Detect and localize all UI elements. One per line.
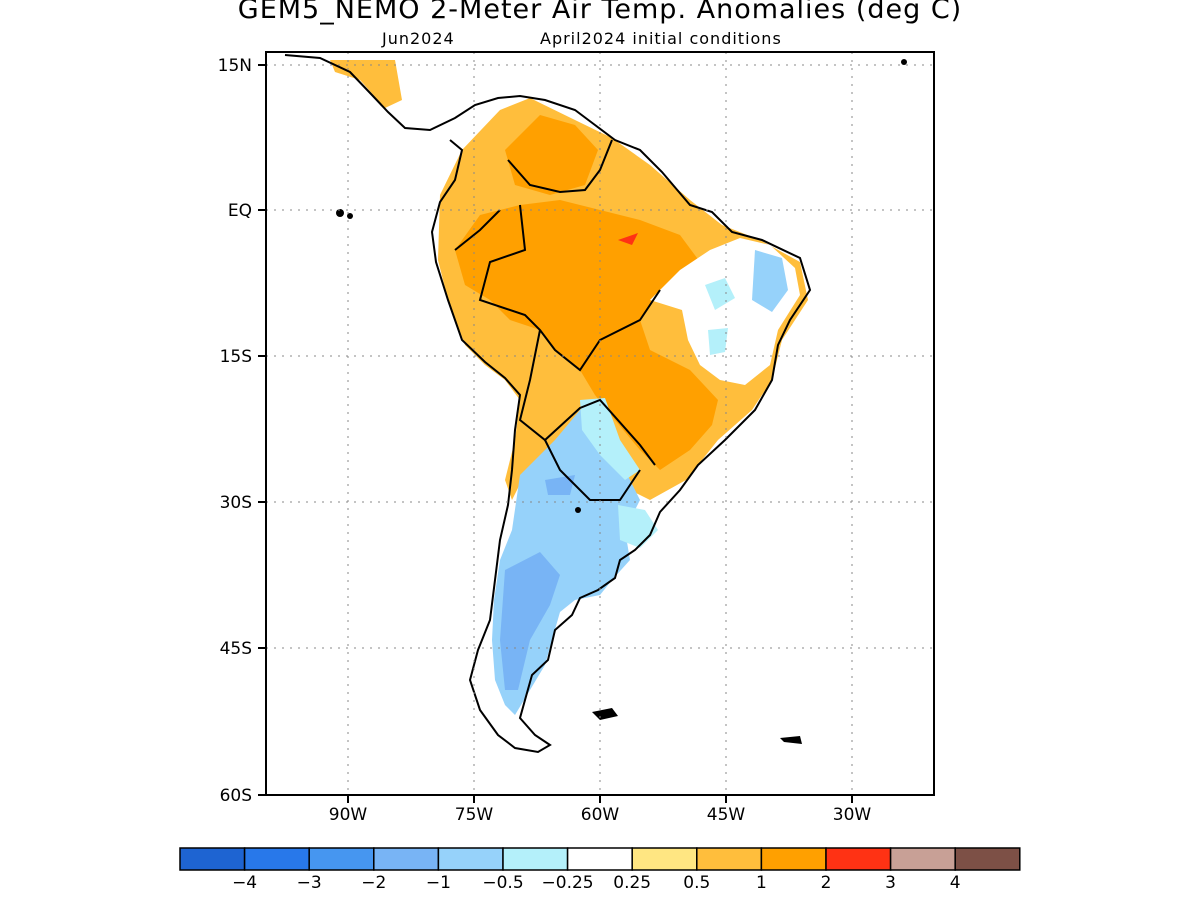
colorbar-label: 0.5 <box>683 873 710 893</box>
lon-label: 30W <box>833 805 872 825</box>
lon-label: 75W <box>455 805 494 825</box>
colorbar-labels: −4 −3 −2 −1 −0.5 −0.25 0.25 0.5 1 2 3 4 <box>232 873 961 893</box>
colorbar-swatch <box>502 847 569 871</box>
colorbar-label: −1 <box>426 873 451 893</box>
colorbar-label: 2 <box>821 873 832 893</box>
strong-warm-north <box>505 115 598 195</box>
colorbar-swatch <box>308 847 375 871</box>
colorbar-swatch <box>373 847 440 871</box>
lat-label: 45S <box>220 639 252 659</box>
lat-label: 15S <box>220 347 252 367</box>
colorbar-label: 4 <box>950 873 961 893</box>
colorbar-swatch <box>954 847 1021 871</box>
axis-ticks <box>258 64 853 803</box>
colorbar-swatch <box>243 847 310 871</box>
colorbar-swatch <box>889 847 956 871</box>
cool-northeast <box>752 250 788 312</box>
lat-label: 30S <box>220 493 252 513</box>
colorbar-swatch <box>760 847 827 871</box>
colorbar-swatch <box>566 847 633 871</box>
map-title: GEM5_NEMO 2-Meter Air Temp. Anomalies (d… <box>237 0 963 25</box>
lat-label: 60S <box>220 786 252 806</box>
colorbar-label: −3 <box>297 873 322 893</box>
anomaly-fields <box>330 60 808 715</box>
cool-mid-patch <box>500 552 560 690</box>
colorbar-label: −4 <box>232 873 257 893</box>
lat-labels: 15N EQ 15S 30S 45S 60S <box>218 56 252 806</box>
lat-label: EQ <box>228 201 252 221</box>
colorbar-label: −0.5 <box>482 873 523 893</box>
colorbar <box>179 847 1021 871</box>
colorbar-label: 3 <box>885 873 896 893</box>
colorbar-label: 0.25 <box>613 873 651 893</box>
colorbar-label: −2 <box>361 873 386 893</box>
colorbar-label: 1 <box>756 873 767 893</box>
forecast-month: Jun2024 <box>382 29 455 48</box>
cool-uruguay <box>618 505 658 548</box>
colorbar-swatch <box>631 847 698 871</box>
lon-label: 45W <box>707 805 746 825</box>
colorbar-label: −0.25 <box>542 873 594 893</box>
lon-label: 60W <box>581 805 620 825</box>
colorbar-swatch <box>825 847 892 871</box>
hot-spot <box>618 233 638 245</box>
colorbar-swatch <box>179 847 246 871</box>
initial-conditions: April2024 initial conditions <box>540 29 782 48</box>
islands <box>336 59 907 744</box>
colorbar-swatch <box>437 847 504 871</box>
cool-northeast-b <box>705 278 735 310</box>
strong-warm-core <box>455 200 718 470</box>
cool-mid-patch-b <box>545 475 575 495</box>
lat-label: 15N <box>218 56 252 76</box>
coastlines <box>284 54 812 754</box>
cool-northeast-c <box>708 328 728 355</box>
colorbar-swatch <box>696 847 763 871</box>
cool-light-band <box>580 398 640 480</box>
lon-label: 90W <box>329 805 368 825</box>
lon-labels: 90W 75W 60W 45W 30W <box>329 805 872 825</box>
